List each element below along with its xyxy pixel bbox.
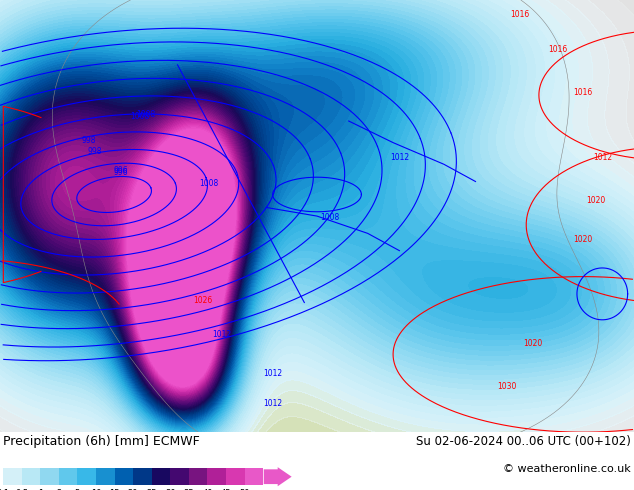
Text: 1008: 1008 [320, 214, 339, 222]
Bar [189, 468, 207, 486]
Bar [3, 468, 22, 486]
Text: 1012: 1012 [263, 399, 282, 408]
Text: Su 02-06-2024 00..06 UTC (00+102): Su 02-06-2024 00..06 UTC (00+102) [416, 435, 631, 448]
Text: 5: 5 [75, 489, 80, 490]
Text: 1016: 1016 [574, 88, 593, 97]
Bar [22, 468, 41, 486]
Text: 1016: 1016 [510, 10, 529, 19]
Text: 0.1: 0.1 [0, 489, 10, 490]
Text: 25: 25 [146, 489, 157, 490]
Text: Precipitation (6h) [mm] ECMWF: Precipitation (6h) [mm] ECMWF [3, 435, 200, 448]
Text: 1012: 1012 [212, 330, 231, 339]
Text: 1030: 1030 [498, 382, 517, 391]
Text: 1012: 1012 [593, 153, 612, 162]
Bar [77, 468, 96, 486]
Text: 10: 10 [91, 489, 101, 490]
Text: 2: 2 [56, 489, 61, 490]
Bar [226, 468, 245, 486]
Bar [133, 468, 152, 486]
Text: 1016: 1016 [548, 45, 567, 54]
Text: 1020: 1020 [574, 235, 593, 244]
Text: 50: 50 [239, 489, 250, 490]
Bar [171, 468, 189, 486]
Text: 1026: 1026 [193, 295, 212, 304]
Text: 1020: 1020 [523, 339, 542, 348]
Text: 45: 45 [221, 489, 231, 490]
FancyArrow shape [264, 467, 292, 486]
Text: 1012: 1012 [263, 369, 282, 378]
Text: 1: 1 [37, 489, 43, 490]
Text: 996: 996 [113, 169, 128, 177]
Text: 998: 998 [88, 147, 102, 156]
Bar [152, 468, 171, 486]
Text: 998: 998 [82, 136, 96, 145]
Text: 996: 996 [113, 166, 128, 175]
Bar [207, 468, 226, 486]
Bar [41, 468, 59, 486]
Text: © weatheronline.co.uk: © weatheronline.co.uk [503, 464, 631, 474]
Bar [245, 468, 263, 486]
Text: 1008: 1008 [136, 110, 155, 119]
Text: 1008: 1008 [200, 179, 219, 188]
Bar [115, 468, 133, 486]
Text: 0.5: 0.5 [15, 489, 29, 490]
Text: 1008: 1008 [130, 112, 149, 121]
Text: 40: 40 [202, 489, 212, 490]
Text: 1012: 1012 [390, 153, 409, 162]
Text: 20: 20 [128, 489, 138, 490]
Bar [96, 468, 115, 486]
Bar [59, 468, 77, 486]
Text: 30: 30 [165, 489, 176, 490]
Text: 15: 15 [109, 489, 120, 490]
Text: 35: 35 [183, 489, 194, 490]
Text: 1020: 1020 [586, 196, 605, 205]
